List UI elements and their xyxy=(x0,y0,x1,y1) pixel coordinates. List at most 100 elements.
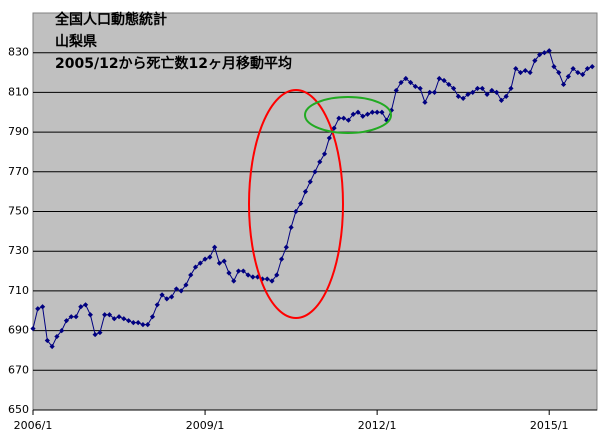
point xyxy=(584,65,591,72)
point xyxy=(431,89,438,95)
point xyxy=(570,65,576,72)
y-tick-label: 670 xyxy=(8,363,29,376)
point xyxy=(407,79,414,86)
point xyxy=(436,75,442,82)
point xyxy=(169,294,175,300)
point xyxy=(298,200,304,207)
point xyxy=(537,52,543,58)
point xyxy=(527,69,533,76)
point xyxy=(398,79,404,86)
point xyxy=(551,63,557,70)
y-tick-label: 750 xyxy=(8,205,29,218)
point xyxy=(188,272,194,278)
point xyxy=(274,272,280,278)
point xyxy=(522,67,528,74)
point xyxy=(235,268,242,274)
point xyxy=(221,258,227,264)
point xyxy=(364,111,371,117)
point xyxy=(216,260,223,266)
point xyxy=(202,256,208,262)
point xyxy=(517,69,524,76)
point xyxy=(384,117,390,123)
point xyxy=(494,89,500,95)
point xyxy=(513,65,519,72)
point xyxy=(59,328,65,334)
point xyxy=(532,58,538,64)
point xyxy=(173,286,179,292)
point xyxy=(183,282,189,288)
y-tick-label: 710 xyxy=(8,284,29,297)
point xyxy=(360,113,366,119)
point xyxy=(278,256,285,262)
point xyxy=(269,278,275,284)
point xyxy=(369,109,375,115)
point xyxy=(446,81,452,88)
point xyxy=(106,312,113,318)
point xyxy=(508,85,514,92)
y-tick-label: 770 xyxy=(8,165,29,178)
point xyxy=(130,320,136,326)
point xyxy=(68,314,74,320)
x-tick-label: 2012/1 xyxy=(358,419,397,432)
red-ellipse xyxy=(248,89,344,319)
point xyxy=(259,276,266,282)
point xyxy=(245,272,251,278)
point xyxy=(111,316,117,322)
point xyxy=(49,343,55,350)
point xyxy=(422,99,428,105)
grid xyxy=(33,52,597,411)
x-tick-label: 2009/1 xyxy=(186,419,225,432)
x-tick-label: 2006/1 xyxy=(14,419,53,432)
point xyxy=(197,260,203,266)
point xyxy=(479,85,485,92)
point xyxy=(503,93,509,99)
point xyxy=(116,314,122,320)
point xyxy=(312,169,318,175)
series-line xyxy=(32,50,593,348)
point xyxy=(336,115,342,121)
point xyxy=(154,302,160,308)
point xyxy=(149,314,156,320)
y-tick-label: 830 xyxy=(8,46,29,59)
point xyxy=(379,109,385,115)
point xyxy=(125,318,132,324)
point xyxy=(560,81,567,88)
point xyxy=(54,333,60,340)
point xyxy=(321,151,328,157)
point xyxy=(403,75,409,82)
point xyxy=(474,85,481,92)
point xyxy=(231,278,237,284)
green-ellipse xyxy=(304,96,392,134)
point xyxy=(580,71,586,78)
point xyxy=(87,312,93,318)
point xyxy=(63,318,70,324)
point xyxy=(288,224,294,230)
point xyxy=(307,179,313,185)
point xyxy=(264,276,270,282)
point xyxy=(135,320,141,326)
point xyxy=(441,77,447,84)
point xyxy=(293,208,299,215)
point xyxy=(207,254,213,260)
point xyxy=(465,91,471,97)
y-tick-label: 650 xyxy=(8,403,29,416)
point xyxy=(350,111,356,117)
point xyxy=(374,109,380,115)
y-tick-label: 810 xyxy=(8,85,29,98)
point xyxy=(565,73,571,80)
point xyxy=(302,189,309,195)
chart-title: 山梨県 xyxy=(55,33,97,50)
point xyxy=(82,302,89,308)
point xyxy=(326,135,332,141)
point xyxy=(140,322,146,328)
point xyxy=(460,95,466,101)
y-tick-label: 730 xyxy=(8,244,29,257)
point xyxy=(212,244,218,250)
point xyxy=(455,93,461,99)
point xyxy=(546,48,552,54)
point xyxy=(393,87,399,94)
point xyxy=(541,50,548,56)
point xyxy=(73,314,79,320)
point xyxy=(575,69,581,76)
